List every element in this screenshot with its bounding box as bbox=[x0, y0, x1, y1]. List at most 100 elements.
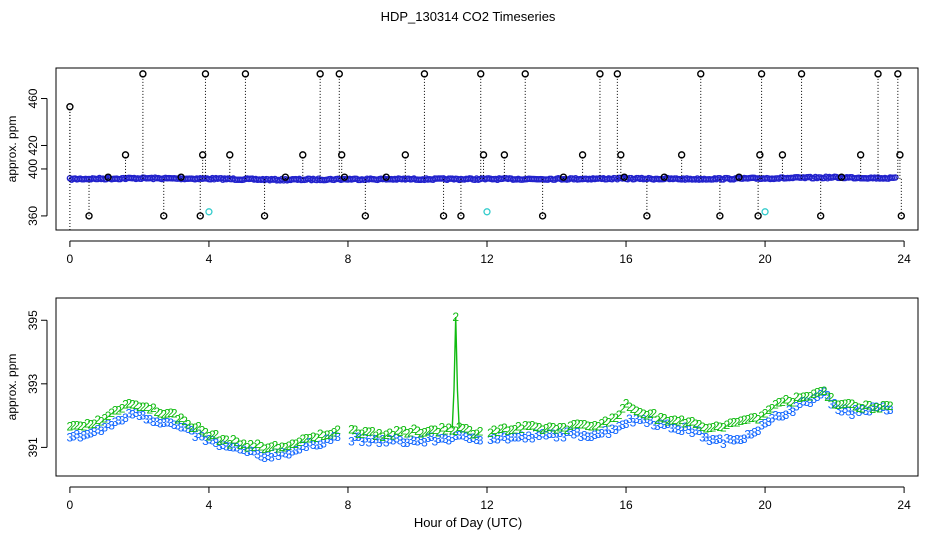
series-2-point: 2 bbox=[94, 413, 101, 427]
series-3-point: 3 bbox=[609, 422, 616, 436]
series-3-point: 3 bbox=[730, 433, 737, 447]
series-3-point: 3 bbox=[793, 400, 800, 414]
spike-point bbox=[613, 70, 622, 78]
series-2-point: 2 bbox=[334, 423, 341, 437]
series-2-point: 2 bbox=[195, 420, 202, 434]
series-3-point: 3 bbox=[758, 419, 765, 433]
series-3-point: 3 bbox=[153, 415, 160, 429]
series-3-point: 3 bbox=[136, 409, 143, 423]
series-3-point: 3 bbox=[800, 395, 807, 409]
spike-point bbox=[735, 173, 743, 181]
series-3-point: 3 bbox=[741, 432, 748, 446]
series-3-point: 3 bbox=[529, 431, 536, 445]
series-2-point: 2 bbox=[216, 434, 223, 448]
series-2-point: 2 bbox=[856, 401, 863, 415]
series-2-point: 2 bbox=[619, 401, 626, 415]
series-2-point: 2 bbox=[501, 421, 508, 435]
series-2-point: 2 bbox=[445, 421, 452, 435]
outlier-point bbox=[205, 208, 213, 216]
series-3-point: 3 bbox=[845, 405, 852, 419]
series-3-point: 3 bbox=[237, 443, 244, 457]
series-2-point: 2 bbox=[87, 418, 94, 432]
spike-point bbox=[382, 173, 390, 181]
series-3-point: 3 bbox=[657, 417, 664, 431]
series-3-point: 3 bbox=[275, 449, 282, 463]
spike-point bbox=[420, 70, 429, 78]
x-tick-label: 12 bbox=[480, 252, 494, 266]
spike-point bbox=[596, 70, 604, 78]
spike-point bbox=[340, 173, 349, 181]
series-2-point: 2 bbox=[637, 405, 644, 419]
series-2-point: 2 bbox=[466, 423, 473, 437]
series-3-point: 3 bbox=[619, 418, 626, 432]
series-2-point: 2 bbox=[717, 420, 724, 434]
series-2-point: 2 bbox=[404, 426, 411, 440]
series-2-point: 2 bbox=[296, 435, 303, 449]
series-3-point: 3 bbox=[258, 450, 265, 464]
series-3-point: 3 bbox=[525, 429, 532, 443]
series-3-point: 3 bbox=[626, 412, 633, 426]
series-3-point: 3 bbox=[202, 434, 209, 448]
series-3-point: 3 bbox=[654, 419, 661, 433]
series-2-point: 2 bbox=[588, 419, 595, 433]
series-3-point: 3 bbox=[206, 432, 213, 446]
series-2-point: 2 bbox=[737, 414, 744, 428]
plot-frame bbox=[55, 297, 919, 477]
series-2-point: 2 bbox=[744, 412, 751, 426]
spike-point bbox=[521, 70, 529, 78]
series-3-point: 3 bbox=[539, 427, 546, 441]
series-3-point: 3 bbox=[873, 400, 880, 414]
series-2-point: 2 bbox=[515, 419, 522, 433]
series-2-point: 2 bbox=[654, 413, 661, 427]
series-2-point: 2 bbox=[505, 424, 512, 438]
series-3-point: 3 bbox=[790, 405, 797, 419]
series-3-point: 3 bbox=[313, 439, 320, 453]
spike-point bbox=[241, 70, 250, 78]
spike-point bbox=[856, 151, 865, 159]
series-3-point: 3 bbox=[265, 449, 272, 463]
series-3-point: 3 bbox=[769, 411, 776, 425]
series-2-point: 2 bbox=[209, 428, 216, 442]
series-2-point: 2 bbox=[355, 427, 362, 441]
series-3-point: 3 bbox=[748, 428, 755, 442]
series-3-point: 3 bbox=[713, 433, 720, 447]
spike-point bbox=[778, 151, 787, 159]
series-2-point: 2 bbox=[292, 437, 299, 451]
series-3-point: 3 bbox=[303, 440, 310, 454]
series-2-point: 2 bbox=[372, 429, 379, 443]
series-2-point: 2 bbox=[442, 424, 449, 438]
series-2-point: 2 bbox=[668, 414, 675, 428]
series-2-point: 2 bbox=[223, 433, 230, 447]
spike-point bbox=[756, 151, 764, 159]
series-2-point: 2 bbox=[487, 426, 494, 440]
series-3-point: 3 bbox=[463, 430, 470, 444]
series-3-point: 3 bbox=[581, 428, 588, 442]
series-2-point: 2 bbox=[536, 420, 543, 434]
series-3-point: 3 bbox=[147, 412, 154, 426]
series-2-point: 2 bbox=[421, 426, 428, 440]
series-3-point: 3 bbox=[706, 434, 713, 448]
spike-point bbox=[716, 212, 724, 220]
series-2-point: 2 bbox=[692, 417, 699, 431]
series-2-point: 2 bbox=[678, 413, 685, 427]
spike-point bbox=[617, 151, 625, 159]
series-2-point: 2 bbox=[136, 400, 143, 414]
series-3-point: 3 bbox=[511, 430, 518, 444]
series-3-point: 3 bbox=[167, 416, 174, 430]
series-2-point: 2 bbox=[849, 397, 856, 411]
series-3-point: 3 bbox=[87, 426, 94, 440]
series-3-point: 3 bbox=[703, 431, 710, 445]
spike-point bbox=[896, 151, 904, 159]
series-3-point: 3 bbox=[452, 429, 459, 443]
series-3-point: 3 bbox=[268, 451, 275, 465]
series-3-point: 3 bbox=[129, 408, 136, 422]
series-2-point: 2 bbox=[567, 419, 574, 433]
series-2-spike bbox=[451, 317, 460, 429]
series-3-point: 3 bbox=[77, 431, 84, 445]
series-2-point: 2 bbox=[133, 398, 140, 412]
series-2-point: 2 bbox=[491, 423, 498, 437]
series-2-point: 2 bbox=[779, 395, 786, 409]
spike-point bbox=[538, 212, 547, 220]
series-2-point: 2 bbox=[529, 419, 536, 433]
series-2-point: 2 bbox=[869, 402, 876, 416]
